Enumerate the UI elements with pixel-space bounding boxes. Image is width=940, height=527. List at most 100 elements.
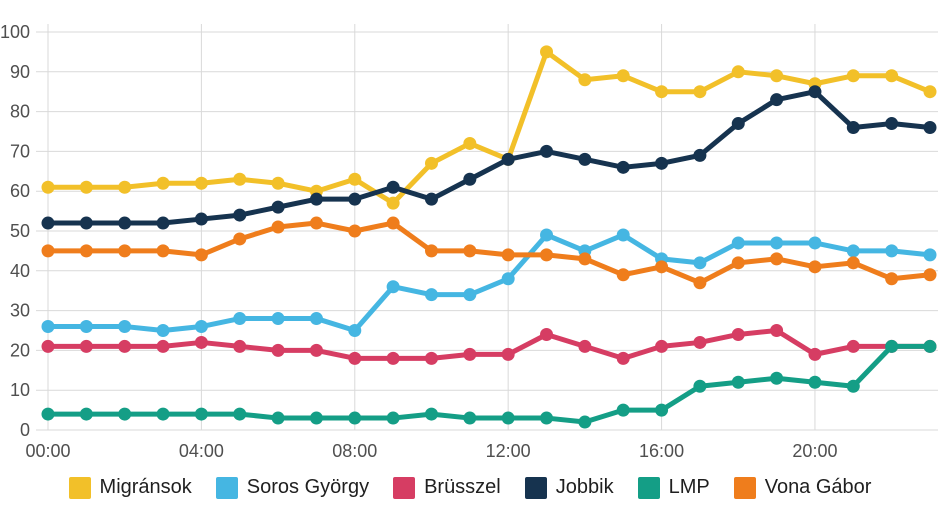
data-point-marker [923,85,937,99]
data-point-marker [808,375,822,389]
data-point-marker [79,244,93,258]
data-point-marker [770,324,784,337]
data-point-marker [118,180,132,194]
data-point-marker [846,69,860,83]
data-point-marker [424,192,438,206]
data-point-marker [616,403,630,417]
data-point-marker [156,176,170,190]
data-point-marker [194,335,208,349]
data-point-marker [693,379,707,393]
data-point-marker [424,407,438,421]
data-point-marker [501,411,515,425]
data-point-marker [846,379,860,393]
y-axis-tick-label: 70 [10,141,30,161]
legend-item-3: Jobbik [524,476,614,499]
data-point-marker [194,176,208,190]
data-point-marker [194,212,208,226]
data-point-marker [578,152,592,166]
data-point-marker [41,180,55,194]
data-point-marker [41,339,55,353]
y-axis-tick-label: 0 [20,420,30,440]
data-point-marker [923,339,937,353]
data-point-marker [463,411,477,425]
data-point-marker [616,268,630,282]
data-point-marker [501,152,515,166]
y-axis-tick-label: 60 [10,181,30,201]
data-point-marker [194,407,208,421]
line-chart-svg: 00:00 04:00 08:00 12:00 16:00 20:00 0 10 20 30 40 5… [0,22,938,461]
x-axis-tick-label: 00:00 [25,441,70,461]
legend-swatch [215,476,238,499]
data-point-marker [885,272,899,286]
data-point-marker [463,288,477,302]
data-point-marker [463,244,477,258]
y-axis-tick-label: 20 [10,340,30,360]
data-point-marker [156,216,170,230]
data-point-marker [79,320,93,334]
data-point-marker [655,260,669,274]
data-point-marker [655,156,669,170]
data-point-marker [693,256,707,270]
legend-swatch [393,476,416,499]
y-axis-tick-label: 10 [10,380,30,400]
data-point-marker [770,371,784,385]
y-axis-tick-label: 40 [10,261,30,281]
data-point-marker [463,136,477,150]
data-point-marker [808,236,822,250]
data-point-marker [348,192,362,206]
legend-item-2: Brüsszel [393,476,501,499]
legend-label: LMP [668,476,710,498]
data-point-marker [578,73,592,87]
chart-container: 00:00 04:00 08:00 12:00 16:00 20:00 0 10 20 30 40 5… [0,22,938,461]
data-point-marker [540,45,554,59]
data-point-marker [885,244,899,258]
legend-label: Brüsszel [424,476,501,498]
data-point-marker [463,347,477,361]
data-point-marker [386,280,400,294]
series-line [45,343,933,425]
data-point-marker [386,351,400,365]
data-point-marker [348,351,362,365]
legend-swatch [524,476,547,499]
data-point-marker [271,176,285,190]
data-point-marker [233,407,247,421]
data-point-marker [923,248,937,262]
legend-label: Migránsok [99,476,192,498]
data-point-marker [501,272,515,286]
data-point-marker [233,232,247,246]
data-point-marker [41,216,55,230]
data-point-marker [578,339,592,353]
x-axis-tick-label: 12:00 [486,441,531,461]
data-point-marker [885,339,899,353]
data-point-marker [731,65,745,79]
data-point-marker [79,180,93,194]
data-point-marker [424,156,438,170]
data-point-marker [386,196,400,210]
data-point-marker [616,160,630,174]
data-point-marker [233,172,247,186]
data-point-marker [118,407,132,421]
data-point-marker [194,248,208,262]
data-point-marker [655,339,669,353]
data-point-marker [41,244,55,258]
data-point-marker [424,288,438,302]
data-point-marker [540,327,554,341]
data-point-marker [923,121,937,135]
data-point-marker [846,339,860,353]
legend-swatch [637,476,660,499]
data-point-marker [156,339,170,353]
data-point-marker [501,347,515,361]
data-point-marker [271,312,285,326]
legend-label: Jobbik [555,476,614,498]
data-point-marker [808,347,822,361]
data-point-marker [233,339,247,353]
legend-swatch [733,476,756,499]
data-point-marker [309,343,323,357]
data-point-marker [770,252,784,266]
data-point-marker [348,172,362,186]
series-line [45,232,933,333]
data-point-marker [540,248,554,262]
data-point-marker [309,411,323,425]
data-point-marker [194,320,208,334]
legend-label: Soros György [246,476,370,498]
